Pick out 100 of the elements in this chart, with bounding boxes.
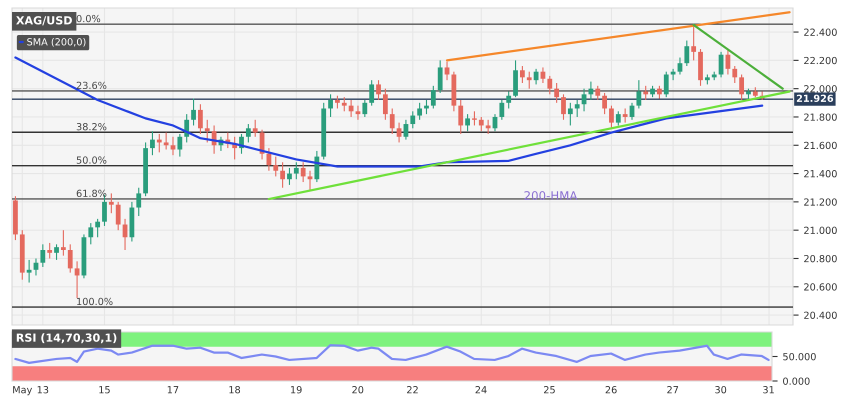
candlestick (410, 110, 416, 129)
y-tick-label: 50.000 (783, 352, 816, 360)
candlestick (540, 66, 546, 84)
candlestick (691, 26, 696, 61)
y-tick-label: 0.000 (783, 377, 810, 385)
candlestick (664, 71, 669, 98)
candlestick (643, 85, 648, 101)
category-label: 17 (168, 386, 178, 394)
candlestick (396, 122, 402, 143)
category-label: 25 (544, 386, 555, 394)
category-label: 19 (291, 386, 302, 394)
candlestick (726, 48, 730, 76)
candlestick (382, 88, 388, 120)
annotation: 50.0% (76, 156, 106, 164)
candlestick (335, 95, 340, 110)
candlestick (156, 133, 162, 153)
candlestick (198, 104, 203, 135)
candlestick (191, 98, 196, 126)
chart-title: RSI (14,70,30,1) (16, 333, 116, 344)
candlestick (582, 88, 586, 112)
candlestick (88, 222, 94, 245)
candlestick (328, 94, 333, 118)
line-series (14, 56, 764, 168)
candlestick (486, 119, 491, 135)
text: XAG/USD (16, 16, 72, 26)
annotation: 0.0% (76, 14, 100, 22)
candlestick (684, 40, 690, 67)
candlestick (739, 74, 744, 101)
candlestick (595, 85, 600, 101)
candlestick (369, 80, 374, 106)
candlestick (678, 56, 682, 76)
candlestick (465, 114, 470, 132)
candlestick (506, 90, 512, 110)
annotation: 100.0% (77, 298, 113, 306)
candlestick (376, 80, 381, 101)
annotation: 23.6% (76, 82, 106, 90)
candlestick (547, 75, 552, 95)
line-series (14, 344, 770, 364)
category-label: 15 (99, 386, 110, 394)
annotation: 38.2% (76, 123, 106, 130)
candlestick (60, 230, 66, 256)
candlestick (472, 110, 477, 126)
candlestick (170, 136, 176, 156)
candlestick (390, 108, 395, 135)
candlestick (424, 99, 429, 115)
candlestick (300, 162, 306, 183)
candlestick (602, 92, 607, 115)
category-label: 18 (229, 386, 240, 394)
annotation: 61.8% (76, 190, 106, 198)
candlestick (47, 242, 52, 260)
candlestick (74, 260, 80, 299)
candlestick (650, 85, 655, 98)
candlestick (430, 85, 436, 110)
candlestick (362, 99, 368, 118)
candlestick (417, 102, 422, 120)
category-label: 30 (715, 386, 726, 394)
candlestick (609, 105, 614, 129)
candlestick (458, 99, 464, 135)
legend-label: SMA (200,0) (27, 38, 86, 47)
candlestick (574, 99, 580, 118)
category-label: 24 (476, 386, 487, 394)
candlestick (588, 81, 594, 101)
candlestick (438, 60, 443, 94)
y-tick-label: 22.400 (804, 28, 837, 36)
candlestick (622, 108, 628, 124)
candlestick (314, 150, 320, 183)
y-tick-label: 22.200 (804, 56, 837, 64)
y-tick-label: 22.000 (804, 85, 837, 92)
candlestick (308, 170, 312, 192)
ref-line-label: 21.926 (796, 94, 834, 102)
y-tick-label: 21.800 (804, 113, 837, 121)
candlestick (348, 99, 354, 118)
y-tick-label: 20.800 (804, 254, 837, 262)
candlestick (732, 65, 738, 84)
candlestick (404, 119, 408, 140)
candlestick (287, 167, 292, 186)
candlestick (280, 162, 286, 188)
candlestick (534, 68, 538, 85)
candlestick (95, 218, 100, 238)
category-label: May (13, 386, 32, 396)
category-label: 20 (352, 386, 364, 394)
candlestick (260, 129, 264, 160)
candlestick (40, 244, 46, 268)
y-tick-label: 21.400 (804, 170, 837, 178)
candlestick (670, 68, 676, 81)
candlestick (136, 187, 142, 217)
category-label: 31 (763, 386, 774, 394)
candlestick (616, 110, 621, 126)
y-tick-label: 21.200 (804, 198, 837, 206)
candlestick (68, 244, 73, 274)
candlestick (444, 61, 450, 81)
category-label: 13 (38, 386, 48, 394)
candlestick (630, 102, 634, 120)
y-tick-label: 21.000 (804, 226, 837, 234)
candlestick (492, 114, 498, 132)
category-label: 22 (407, 386, 418, 394)
y-tick-label: 20.600 (804, 283, 837, 291)
candlestick (568, 102, 573, 126)
candlestick (657, 85, 662, 100)
annotation: 200-HMA (524, 191, 578, 200)
